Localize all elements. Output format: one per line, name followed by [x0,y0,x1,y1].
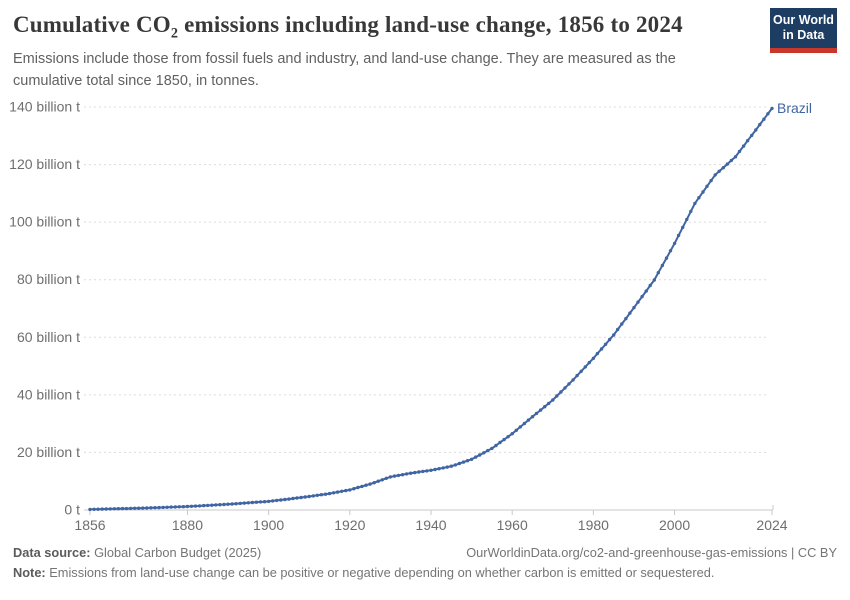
title-subscript: 2 [170,25,179,42]
chart-footer: Data source: Global Carbon Budget (2025)… [13,545,837,580]
title-text: Cumulative CO [13,12,171,37]
x-tick-label: 2024 [756,517,787,533]
note-label: Note: [13,565,46,580]
x-tick-label: 1960 [497,517,528,533]
chart-subtitle: Emissions include those from fossil fuel… [13,51,676,89]
x-tick-label: 1980 [578,517,609,533]
y-tick-label: 120 billion t [9,156,80,172]
entity-label[interactable]: Brazil [777,100,812,116]
y-tick-label: 0 t [64,502,80,518]
x-tick-label: 1880 [172,517,203,533]
data-source: Data source: Global Carbon Budget (2025) [13,545,261,560]
owid-logo-text: Our World in Data [773,13,834,43]
data-source-value: Global Carbon Budget (2025) [90,545,262,560]
x-tick-label: 1920 [334,517,365,533]
y-tick-label: 80 billion t [17,271,80,287]
owid-logo[interactable]: Our World in Data [770,8,837,53]
chart-note: Note: Emissions from land-use change can… [13,565,837,580]
page-title: Cumulative CO2 emissions including land-… [13,12,683,41]
x-tick-label: 1900 [253,517,284,533]
x-tick-label: 1940 [415,517,446,533]
data-line[interactable] [89,107,773,511]
data-points [88,106,774,512]
note-value: Emissions from land-use change can be po… [45,565,715,580]
x-axis: 1856 1880 1900 1920 1940 1960 1980 2000 2024 [74,510,788,533]
x-tick-label: 1856 [74,517,105,533]
y-axis: 0 t 20 billion t 40 billion t 60 billion t 8… [9,99,774,518]
x-tick-label: 2000 [659,517,690,533]
y-tick-label: 60 billion t [17,329,80,345]
y-tick-label: 40 billion t [17,386,80,402]
y-tick-label: 100 billion t [9,214,80,230]
attribution-link[interactable]: OurWorldinData.org/co2-and-greenhouse-ga… [466,545,837,560]
title-text-cont: emissions including land-use change, 185… [178,12,683,37]
y-tick-label: 20 billion t [17,444,80,460]
y-tick-label: 140 billion t [9,99,80,115]
data-series-brazil[interactable] [88,106,774,512]
data-source-label: Data source: [13,545,91,560]
